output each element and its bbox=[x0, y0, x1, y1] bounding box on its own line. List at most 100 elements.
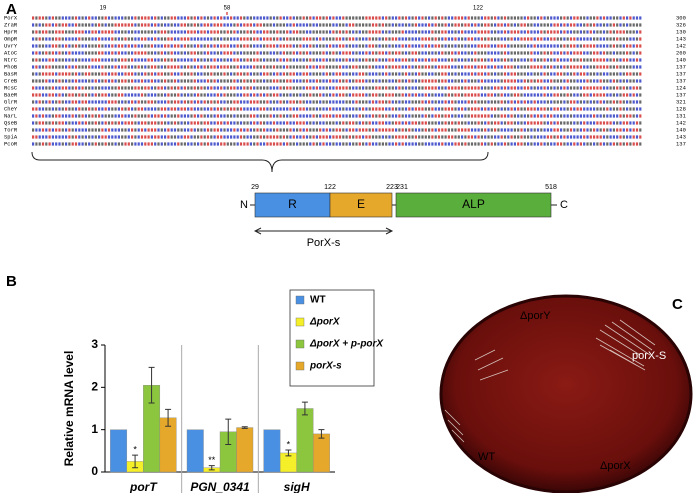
residue bbox=[560, 51, 563, 55]
residue bbox=[193, 142, 196, 146]
residue bbox=[536, 128, 540, 132]
residue bbox=[269, 58, 272, 62]
residue bbox=[451, 135, 454, 139]
residue bbox=[286, 93, 289, 97]
residue bbox=[566, 58, 569, 62]
residue bbox=[84, 65, 87, 69]
residue bbox=[263, 142, 266, 146]
residue bbox=[157, 128, 160, 132]
residue bbox=[150, 86, 153, 90]
residue bbox=[35, 72, 38, 76]
residue bbox=[599, 23, 602, 27]
residue bbox=[352, 121, 355, 125]
residue bbox=[395, 23, 398, 27]
legend-swatch bbox=[295, 295, 305, 305]
residue bbox=[497, 16, 500, 20]
residue bbox=[111, 79, 114, 83]
residue bbox=[348, 44, 351, 48]
residue bbox=[385, 93, 388, 97]
legend-label: WT bbox=[310, 295, 326, 306]
residue bbox=[593, 121, 596, 125]
residue bbox=[576, 44, 579, 48]
residue bbox=[71, 37, 74, 41]
residue bbox=[599, 86, 602, 90]
residue bbox=[388, 44, 391, 48]
residue bbox=[338, 65, 342, 69]
residue bbox=[289, 16, 292, 20]
residue bbox=[216, 30, 219, 34]
residue bbox=[398, 114, 401, 118]
residue bbox=[216, 86, 219, 90]
residue bbox=[117, 142, 120, 146]
residue bbox=[513, 93, 516, 97]
residue bbox=[276, 86, 279, 90]
residue bbox=[467, 44, 470, 48]
residue bbox=[299, 16, 302, 20]
residue bbox=[197, 16, 200, 20]
residue bbox=[408, 65, 411, 69]
residue bbox=[635, 107, 639, 111]
residue bbox=[487, 107, 490, 111]
residue bbox=[523, 44, 526, 48]
residue bbox=[216, 44, 219, 48]
residue bbox=[117, 107, 120, 111]
residue bbox=[107, 23, 111, 27]
residue bbox=[111, 23, 114, 27]
residue bbox=[385, 86, 388, 90]
residue bbox=[566, 142, 569, 146]
residue bbox=[612, 37, 615, 41]
residue bbox=[127, 100, 130, 104]
residue bbox=[243, 23, 246, 27]
residue bbox=[434, 128, 437, 132]
residue bbox=[272, 86, 276, 90]
residue bbox=[266, 58, 269, 62]
residue bbox=[451, 58, 454, 62]
residue bbox=[385, 44, 388, 48]
residue bbox=[428, 65, 431, 69]
residue bbox=[332, 114, 335, 118]
residue bbox=[543, 121, 546, 125]
residue bbox=[626, 93, 629, 97]
residue bbox=[246, 37, 249, 41]
residue bbox=[398, 37, 401, 41]
residue bbox=[94, 58, 97, 62]
residue bbox=[428, 93, 431, 97]
residue bbox=[315, 23, 318, 27]
residue bbox=[583, 93, 586, 97]
residue bbox=[431, 107, 434, 111]
residue bbox=[365, 51, 368, 55]
residue bbox=[101, 135, 104, 139]
residue bbox=[61, 65, 64, 69]
residue bbox=[98, 142, 101, 146]
residue bbox=[279, 30, 282, 34]
residue bbox=[74, 51, 78, 55]
residue bbox=[635, 142, 639, 146]
residue bbox=[480, 30, 483, 34]
residue bbox=[596, 121, 599, 125]
residue bbox=[246, 65, 249, 69]
residue bbox=[566, 121, 569, 125]
residue bbox=[302, 44, 305, 48]
residue bbox=[441, 114, 444, 118]
residue bbox=[470, 114, 474, 118]
residue bbox=[230, 107, 233, 111]
residue bbox=[510, 44, 513, 48]
residue bbox=[355, 93, 358, 97]
residue bbox=[101, 100, 104, 104]
residue bbox=[41, 58, 45, 62]
residue bbox=[639, 100, 642, 104]
residue bbox=[319, 16, 322, 20]
residue bbox=[206, 58, 210, 62]
residue bbox=[286, 65, 289, 69]
residue bbox=[596, 79, 599, 83]
residue bbox=[404, 114, 408, 118]
residue bbox=[51, 114, 54, 118]
residue bbox=[124, 93, 127, 97]
residue bbox=[553, 16, 556, 20]
residue bbox=[418, 30, 421, 34]
residue bbox=[98, 107, 101, 111]
residue bbox=[332, 121, 335, 125]
residue bbox=[398, 93, 401, 97]
residue bbox=[167, 128, 170, 132]
residue bbox=[150, 121, 153, 125]
